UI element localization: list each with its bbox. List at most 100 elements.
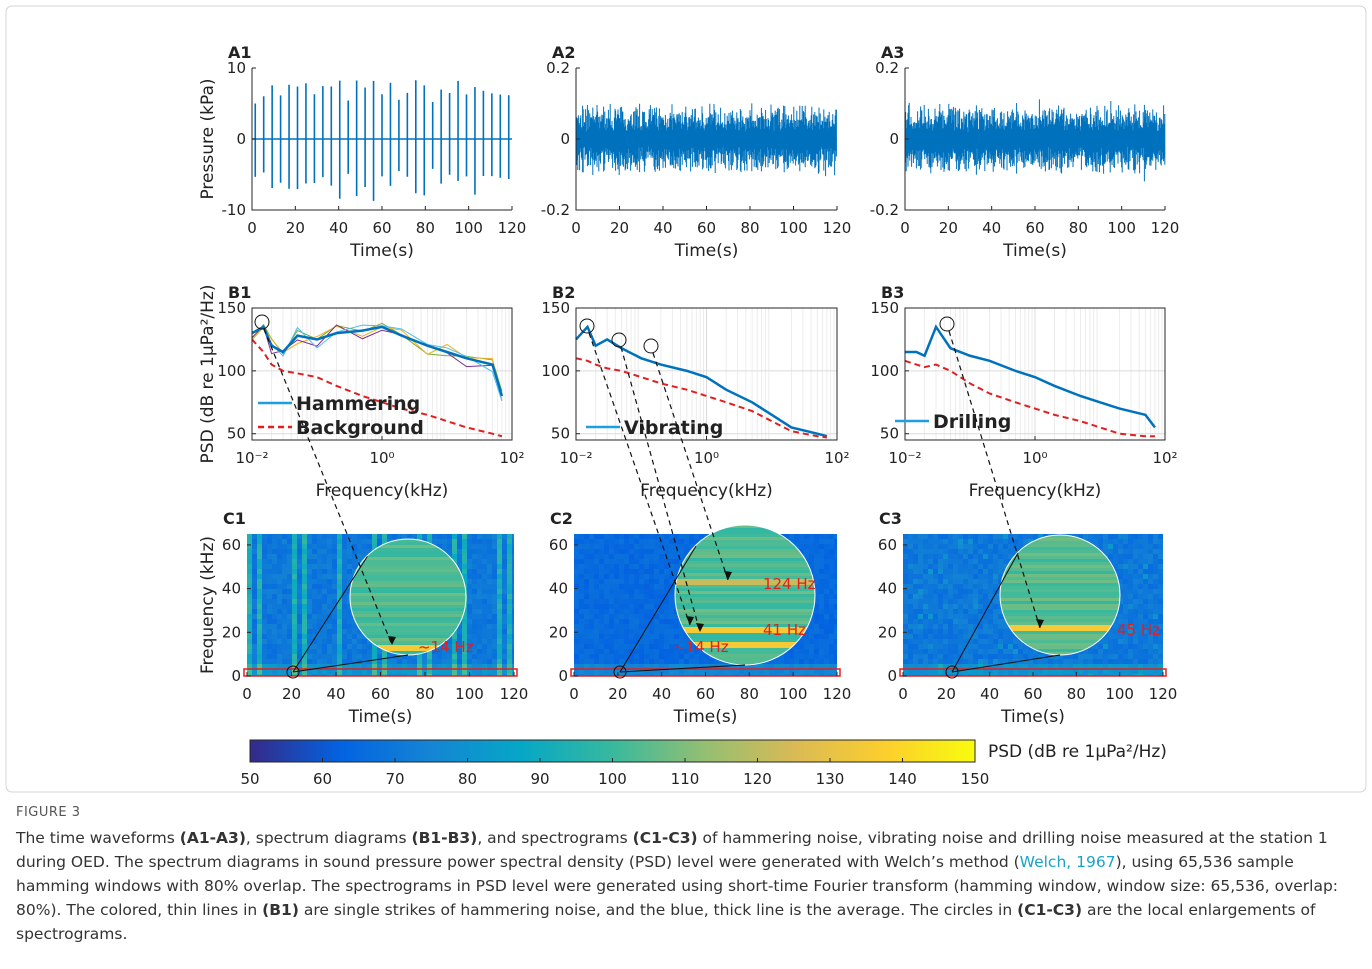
spectrogram-cell <box>502 534 507 539</box>
spectrogram-cell <box>1153 584 1158 589</box>
spectrogram-cell <box>614 649 619 654</box>
spectrogram-cell <box>1153 604 1158 609</box>
spectrogram-cell <box>327 659 332 664</box>
spectrogram-cell <box>948 644 953 649</box>
spectrogram-cell <box>502 584 507 589</box>
spectrogram-cell <box>933 564 938 569</box>
spectrogram-cell <box>1078 659 1083 664</box>
spectrogram-cell <box>1123 559 1128 564</box>
spectrogram-cell <box>247 594 252 599</box>
spectrogram-cell <box>342 609 347 614</box>
spectrogram-cell <box>352 559 357 564</box>
spectrogram-cell <box>659 624 664 629</box>
spectrogram-cell <box>502 639 507 644</box>
spectrogram-cell <box>1138 654 1143 659</box>
spectrogram-cell <box>287 539 292 544</box>
spectrogram-cell <box>629 574 634 579</box>
spectrogram-cell <box>297 569 302 574</box>
spectrogram-cell <box>1113 654 1118 659</box>
spectrogram-cell <box>317 654 322 659</box>
spectrogram-cell <box>634 584 639 589</box>
x-tick-label: 20 <box>286 219 305 237</box>
spectrogram-cell <box>993 534 998 539</box>
spectrogram-cell <box>1133 589 1138 594</box>
spectrogram-cell <box>452 659 457 664</box>
enlargement-band <box>350 560 466 563</box>
spectrogram-cell <box>1018 644 1023 649</box>
spectrogram-cell <box>983 559 988 564</box>
spectrogram-cell <box>829 634 834 639</box>
spectrogram-cell <box>502 654 507 659</box>
spectrogram-cell <box>317 544 322 549</box>
spectrogram-cell <box>639 659 644 664</box>
spectrogram-cell <box>252 614 257 619</box>
spectrogram-cell <box>948 624 953 629</box>
spectrogram-cell <box>804 659 809 664</box>
spectrogram-cell <box>933 559 938 564</box>
spectrogram-cell <box>302 584 307 589</box>
spectrogram-cell <box>282 549 287 554</box>
spectrogram-cell <box>1143 574 1148 579</box>
spectrogram-cell <box>1098 544 1103 549</box>
spectrogram-cell <box>342 579 347 584</box>
spectrogram-cell <box>908 559 913 564</box>
spectrogram-cell <box>332 589 337 594</box>
spectrogram-cell <box>347 569 352 574</box>
spectrogram-cell <box>629 584 634 589</box>
spectrogram-cell <box>247 649 252 654</box>
spectrogram-cell <box>462 619 467 624</box>
spectrogram-cell <box>923 584 928 589</box>
spectrogram-cell <box>978 559 983 564</box>
spectrogram-cell <box>938 649 943 654</box>
spectrogram-cell <box>1113 559 1118 564</box>
spectrogram-cell <box>963 544 968 549</box>
spectrogram-cell <box>1008 544 1013 549</box>
spectrogram-cell <box>624 564 629 569</box>
spectrogram-cell <box>1108 659 1113 664</box>
spectrogram-cell <box>312 604 317 609</box>
spectrogram-cell <box>619 644 624 649</box>
spectrogram-cell <box>644 599 649 604</box>
spectrogram-cell <box>507 574 512 579</box>
spectrogram-cell <box>704 659 709 664</box>
spectrogram-cell <box>953 634 958 639</box>
spectrogram-cell <box>594 554 599 559</box>
spectrogram-cell <box>1098 534 1103 539</box>
spectrogram-cell <box>604 534 609 539</box>
spectrogram-cell <box>492 619 497 624</box>
spectrogram-cell <box>599 549 604 554</box>
spectrogram-cell <box>594 624 599 629</box>
spectrogram-cell <box>1008 549 1013 554</box>
spectrogram-cell <box>1008 644 1013 649</box>
spectrogram-cell <box>1128 564 1133 569</box>
spectrogram-cell <box>322 659 327 664</box>
spectrogram-cell <box>512 614 514 619</box>
spectrogram-cell <box>307 544 312 549</box>
spectrogram-cell <box>472 659 477 664</box>
spectrogram-cell <box>1003 654 1008 659</box>
spectrogram-cell <box>342 534 347 539</box>
spectrogram-cell <box>829 579 834 584</box>
spectrogram-cell <box>664 629 669 634</box>
spectrogram-cell <box>953 534 958 539</box>
spectrogram-cell <box>277 594 282 599</box>
spectrogram-cell <box>948 544 953 549</box>
spectrogram-cell <box>357 654 362 659</box>
spectrogram-cell <box>953 614 958 619</box>
spectrogram-cell <box>973 589 978 594</box>
spectrogram-cell <box>574 579 579 584</box>
spectrogram-cell <box>938 569 943 574</box>
spectrogram-cell <box>604 539 609 544</box>
spectrogram-cell <box>988 549 993 554</box>
spectrogram-cell <box>1143 569 1148 574</box>
spectrogram-cell <box>928 539 933 544</box>
spectrogram-cell <box>502 644 507 649</box>
spectrogram-cell <box>292 629 297 634</box>
spectrogram-cell <box>834 654 837 659</box>
spectrogram-cell <box>1038 659 1043 664</box>
spectrogram-cell <box>993 604 998 609</box>
spectrogram-cell <box>574 644 579 649</box>
spectrogram-cell <box>923 534 928 539</box>
spectrogram-cell <box>267 609 272 614</box>
spectrogram-cell <box>292 534 297 539</box>
